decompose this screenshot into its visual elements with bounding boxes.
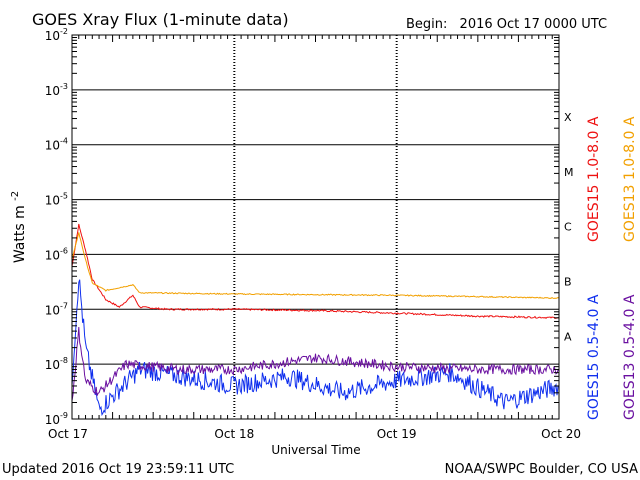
y-tick-base: 10 <box>45 139 60 153</box>
y-tick-label: 10-2 <box>45 27 68 43</box>
y-tick-label: 10-4 <box>45 137 68 153</box>
y-tick-base: 10 <box>45 194 60 208</box>
y-tick-base: 10 <box>45 29 60 43</box>
legend-entry: GOES13 1.0-8.0 A <box>622 116 638 242</box>
legend-entry: GOES15 1.0-8.0 A <box>586 116 602 242</box>
flare-class-label: X <box>564 111 572 124</box>
legend-entry: GOES13 0.5-4.0 A <box>622 294 638 420</box>
series-line-3 <box>71 326 560 401</box>
y-tick-exp: -7 <box>60 301 68 310</box>
series-line-2 <box>71 279 560 417</box>
series-line-1 <box>71 232 560 300</box>
legend: GOES15 1.0-8.0 A GOES13 1.0-8.0 A GOES15 0… <box>586 116 638 420</box>
y-tick-base: 10 <box>45 358 60 372</box>
plot-frame <box>71 34 560 420</box>
flare-class-label: A <box>564 330 572 343</box>
y-tick-exp: -4 <box>60 137 68 146</box>
x-axis-title: Universal Time <box>271 443 360 457</box>
y-axis-title-exp: -2 <box>10 191 21 201</box>
begin-value: 2016 Oct 17 0000 UTC <box>460 17 608 32</box>
updated-timestamp: Updated 2016 Oct 19 23:59:11 UTC <box>2 462 234 477</box>
y-tick-label: 10-5 <box>45 192 68 208</box>
y-tick-label: 10-9 <box>45 411 68 427</box>
flare-class-label: M <box>564 166 574 179</box>
y-tick-base: 10 <box>45 248 60 262</box>
credit-text: NOAA/SWPC Boulder, CO USA <box>445 462 638 477</box>
begin-label: Begin: 2016 Oct 17 0000 UTC <box>406 17 607 32</box>
y-tick-exp: -8 <box>60 356 68 365</box>
y-axis-title: Watts m -2 <box>10 191 28 263</box>
y-tick-label: 10-6 <box>45 246 68 262</box>
y-tick-exp: -3 <box>60 82 68 91</box>
x-tick-label: Oct 19 <box>377 427 417 441</box>
chart-title: GOES Xray Flux (1-minute data) <box>32 10 289 29</box>
legend-entry: GOES15 0.5-4.0 A <box>586 294 602 420</box>
y-tick-label: 10-8 <box>45 356 68 372</box>
y-tick-base: 10 <box>45 84 60 98</box>
begin-label-text: Begin: <box>406 17 447 32</box>
y-tick-base: 10 <box>45 413 60 427</box>
y-axis-title-base: Watts m <box>12 205 28 263</box>
flare-class-label: C <box>564 221 572 234</box>
series-line-0 <box>71 223 559 320</box>
y-tick-label: 10-7 <box>45 301 68 317</box>
y-tick-base: 10 <box>45 303 60 317</box>
x-tick-label: Oct 20 <box>541 427 581 441</box>
grid-lines <box>72 34 559 420</box>
x-tick-label: Oct 18 <box>214 427 254 441</box>
y-tick-exp: -5 <box>60 192 68 201</box>
y-tick-label: 10-3 <box>45 82 68 98</box>
x-tick-label: Oct 17 <box>48 427 88 441</box>
y-tick-exp: -6 <box>60 246 68 255</box>
y-tick-exp: -2 <box>60 27 68 36</box>
flare-class-label: B <box>564 276 572 289</box>
series-layer <box>71 223 560 417</box>
y-tick-exp: -9 <box>60 411 68 420</box>
